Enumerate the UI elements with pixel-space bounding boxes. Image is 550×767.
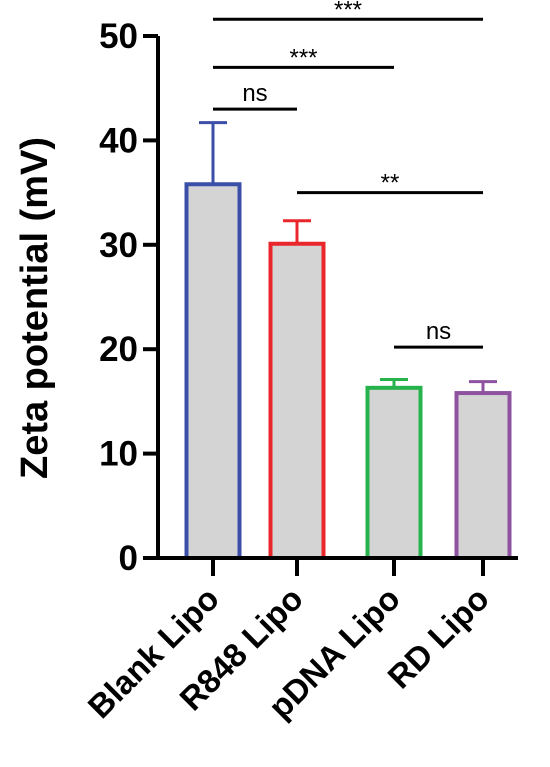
bar	[365, 385, 423, 560]
significance-annotations: *** *** ns ** ns	[213, 0, 483, 349]
y-axis-ticks: 0 10 20 30 40 50	[99, 17, 158, 578]
significance-label: ***	[289, 44, 317, 71]
y-tick-label: 0	[119, 539, 138, 578]
bar	[454, 391, 512, 560]
axes	[156, 36, 518, 560]
significance-label: **	[381, 170, 400, 197]
bars	[184, 121, 512, 561]
significance-label: ns	[426, 318, 451, 345]
significance-label: ***	[334, 0, 362, 23]
y-tick-label: 50	[99, 17, 138, 56]
y-axis-title: Zeta potential (mV)	[14, 137, 56, 479]
bar	[268, 241, 326, 560]
y-tick-label: 40	[99, 121, 138, 160]
y-tick-label: 10	[99, 435, 138, 474]
y-tick-label: 30	[99, 226, 138, 265]
bar	[184, 182, 242, 561]
significance-label: ns	[242, 80, 267, 107]
y-tick-label: 20	[99, 330, 138, 369]
